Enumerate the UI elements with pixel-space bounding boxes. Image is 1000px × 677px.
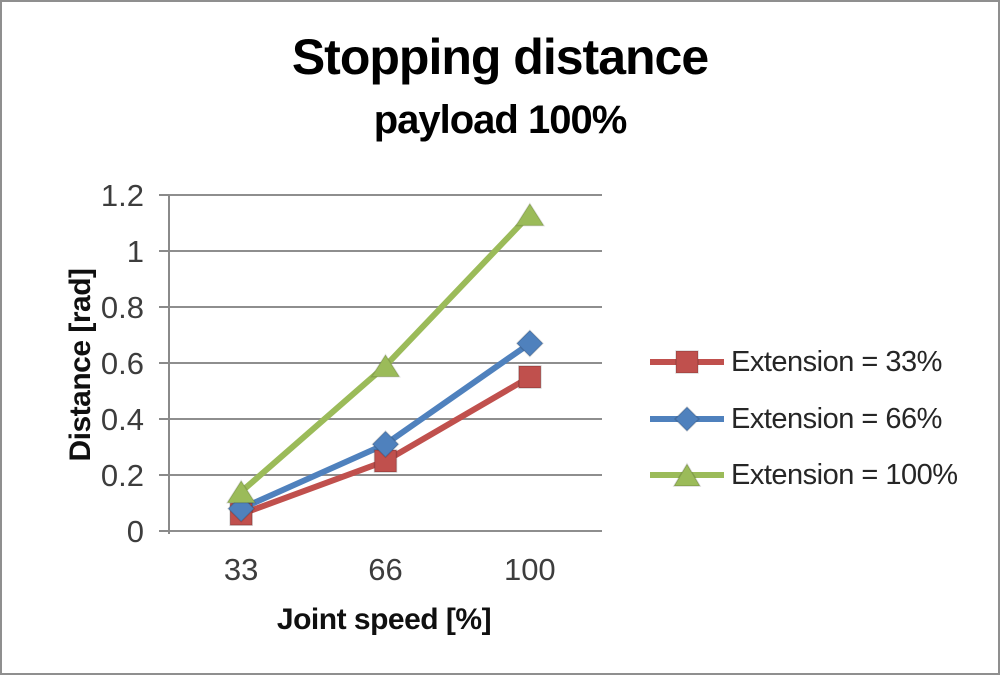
y-tick-label: 0.6: [100, 346, 144, 381]
series-marker: [370, 353, 401, 378]
y-tick-label: 0: [126, 514, 144, 549]
x-tick-label: 100: [503, 552, 556, 587]
y-tick-label: 1.2: [100, 178, 144, 213]
x-tick-label: 33: [223, 552, 259, 587]
series-marker: [371, 430, 400, 459]
legend-marker-triangle: [650, 462, 724, 487]
legend-label: Extension = 66%: [731, 402, 942, 435]
legend-marker-diamond: [650, 405, 724, 433]
legend-item: Extension = 33%: [650, 343, 942, 381]
legend-label: Extension = 100%: [731, 458, 958, 491]
x-axis-title: Joint speed [%]: [276, 603, 492, 636]
series-marker: [515, 329, 544, 358]
legend-item: Extension = 100%: [650, 456, 958, 494]
legend-marker-square: [650, 350, 724, 374]
y-tick-label: 1: [126, 234, 144, 269]
x-tick-label: 66: [368, 552, 403, 587]
legend-label: Extension = 33%: [731, 345, 942, 378]
chart-subtitle: payload 100%: [373, 98, 628, 142]
y-tick-label: 0.2: [100, 458, 144, 493]
series-marker: [514, 202, 546, 227]
chart-title: Stopping distance: [291, 29, 709, 85]
series-marker: [518, 365, 542, 389]
legend-item: Extension = 66%: [650, 400, 942, 438]
y-tick-label: 0.4: [100, 402, 144, 437]
series-marker: [225, 479, 257, 504]
y-tick-label: 0.8: [100, 290, 144, 325]
